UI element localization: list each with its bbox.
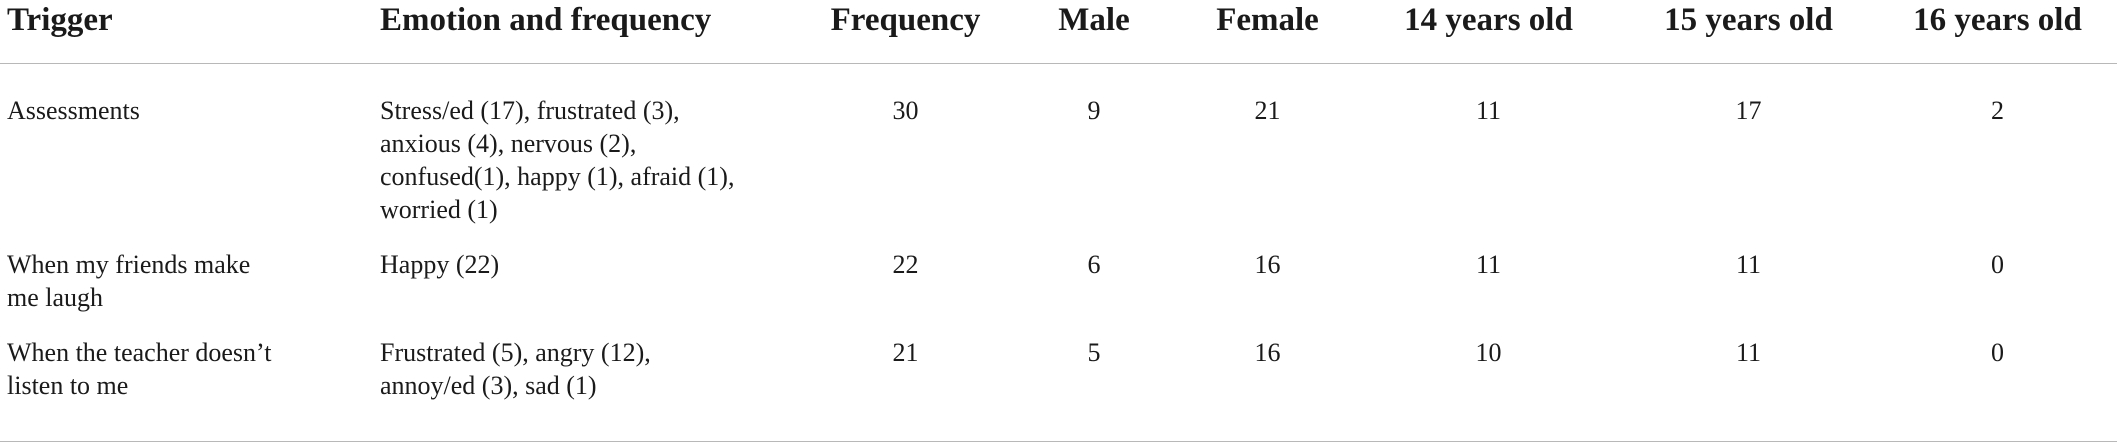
header-14-years-old: 14 years old: [1358, 0, 1619, 64]
cell-frequency: 21: [892, 338, 919, 367]
cell-line: Frustrated (5), angry (12),: [380, 338, 651, 367]
cell-line: Happy (22): [380, 250, 500, 279]
cell-14-years-old: 11: [1475, 250, 1502, 279]
cell-line: When my friends make: [7, 250, 251, 279]
cell-14-years-old: 10: [1475, 338, 1502, 367]
cell-14-years-old: 11: [1475, 96, 1502, 125]
cell-line: me laugh: [7, 283, 104, 312]
cell-16-years-old: 0: [1991, 338, 2004, 367]
cell-15-years-old: 17: [1735, 96, 1762, 125]
header-trigger: Trigger: [0, 0, 373, 64]
cell-female: 16: [1254, 338, 1281, 367]
table-header-row: Trigger Emotion and frequency Frequency …: [0, 0, 2117, 64]
cell-male: 5: [1087, 338, 1101, 367]
cell-line: Stress/ed (17), frustrated (3),: [380, 96, 680, 125]
cell-frequency: 30: [892, 96, 919, 125]
table-row: When the teacher doesn’t listen to me Fr…: [0, 314, 2117, 432]
emotion-trigger-table: Trigger Emotion and frequency Frequency …: [0, 0, 2117, 432]
cell-male: 9: [1087, 96, 1101, 125]
header-female: Female: [1177, 0, 1358, 64]
table-row: When my friends make me laugh Happy (22)…: [0, 226, 2117, 314]
cell-16-years-old: 2: [1991, 96, 2004, 125]
cell-15-years-old: 11: [1735, 338, 1762, 367]
cell-emotion: Stress/ed (17), frustrated (3), anxious …: [373, 64, 800, 227]
cell-trigger: When my friends make me laugh: [0, 226, 373, 314]
cell-15-years-old: 11: [1735, 250, 1762, 279]
cell-16-years-old: 0: [1991, 250, 2004, 279]
cell-emotion: Happy (22): [373, 226, 800, 314]
header-emotion-and-frequency: Emotion and frequency: [373, 0, 800, 64]
cell-line: annoy/ed (3), sad (1): [380, 371, 597, 400]
cell-line: anxious (4), nervous (2),: [380, 129, 637, 158]
cell-line: When the teacher doesn’t: [7, 338, 272, 367]
cell-trigger: When the teacher doesn’t listen to me: [0, 314, 373, 432]
header-16-years-old: 16 years old: [1878, 0, 2117, 64]
header-frequency: Frequency: [800, 0, 1011, 64]
cell-female: 16: [1254, 250, 1281, 279]
cell-line: worried (1): [380, 195, 498, 224]
cell-emotion: Frustrated (5), angry (12), annoy/ed (3)…: [373, 314, 800, 432]
cell-line: confused(1), happy (1), afraid (1),: [380, 162, 735, 191]
table-bottom-rule: [0, 441, 2117, 442]
header-15-years-old: 15 years old: [1619, 0, 1878, 64]
emotion-trigger-table-container: Trigger Emotion and frequency Frequency …: [0, 0, 2117, 432]
table-row: Assessments Stress/ed (17), frustrated (…: [0, 64, 2117, 227]
cell-line: Assessments: [7, 96, 140, 125]
cell-line: listen to me: [7, 371, 129, 400]
header-male: Male: [1011, 0, 1177, 64]
cell-male: 6: [1087, 250, 1101, 279]
cell-trigger: Assessments: [0, 64, 373, 227]
cell-female: 21: [1254, 96, 1281, 125]
cell-frequency: 22: [892, 250, 919, 279]
